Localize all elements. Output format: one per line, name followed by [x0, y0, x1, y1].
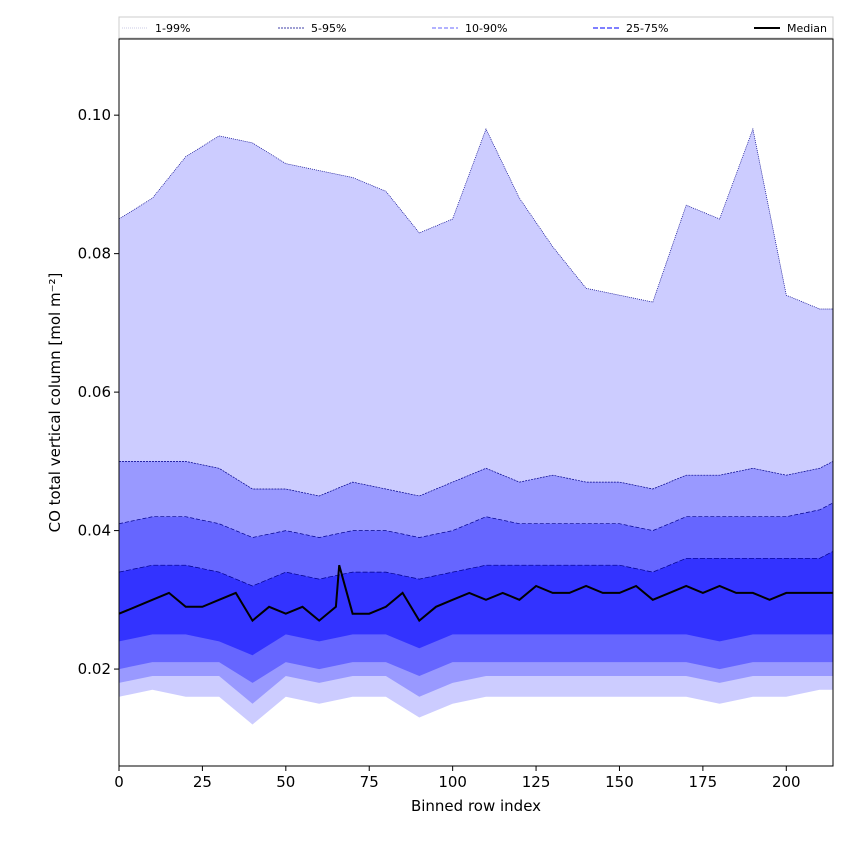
y-tick-label: 0.08	[78, 245, 111, 263]
x-tick-label: 50	[276, 773, 295, 791]
x-tick-label: 100	[438, 773, 467, 791]
y-axis-label: CO total vertical column [mol m⁻²]	[46, 273, 64, 533]
legend-label-1-99%: 1-99%	[155, 22, 190, 35]
x-axis-label: Binned row index	[411, 797, 541, 815]
x-tick-label: 125	[522, 773, 551, 791]
y-tick-label: 0.06	[78, 383, 111, 401]
legend-label-5-95%: 5-95%	[311, 22, 346, 35]
legend: 1-99% 5-95% 10-90% 25-75% Median	[118, 16, 834, 39]
band-upper-edge-5-95%	[119, 461, 834, 497]
plot-frame	[118, 38, 834, 767]
legend-frame	[118, 16, 834, 39]
x-tick-label: 25	[193, 773, 212, 791]
x-tick-label: 200	[772, 773, 801, 791]
band-25-75%	[119, 551, 833, 656]
band-upper-edge-1-99%	[118, 127, 833, 310]
x-axis: 0 25 50 75 100 125 150 175 200	[114, 766, 801, 791]
bands-layer	[118, 127, 834, 725]
legend-label-10-90%: 10-90%	[465, 22, 507, 35]
y-tick-label: 0.02	[78, 660, 111, 678]
x-tick-label: 175	[689, 773, 718, 791]
x-tick-label: 0	[114, 773, 124, 791]
y-tick-label: 0.10	[78, 106, 111, 124]
median-layer	[118, 564, 833, 623]
y-axis: 0.02 0.04 0.06 0.08 0.10	[78, 106, 119, 678]
median-line	[118, 564, 833, 623]
band-upper-edge-25-75%	[118, 551, 834, 587]
band-upper-edge-10-90%	[118, 502, 834, 538]
legend-label-25-75%: 25-75%	[626, 22, 668, 35]
x-tick-label: 75	[360, 773, 379, 791]
x-tick-label: 150	[605, 773, 634, 791]
legend-label-Median: Median	[787, 22, 827, 35]
y-tick-label: 0.04	[78, 522, 111, 540]
